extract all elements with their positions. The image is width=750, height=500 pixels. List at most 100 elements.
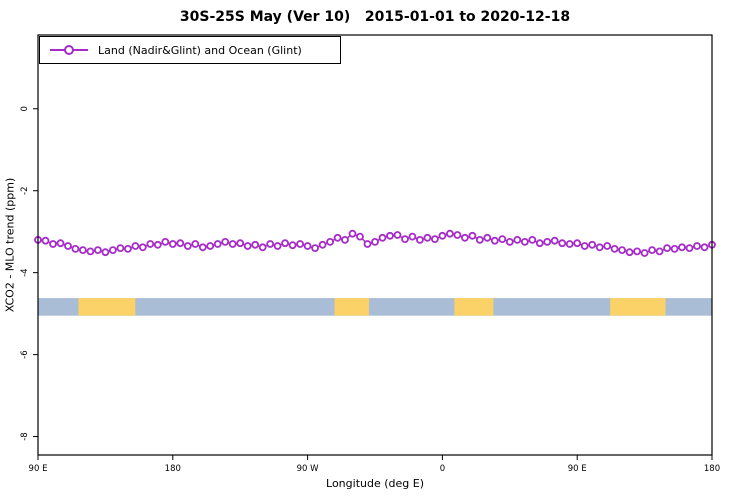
data-point-marker <box>445 229 454 238</box>
y-tick-label: 0 <box>20 106 30 111</box>
data-point-marker <box>670 244 679 253</box>
data-point-marker <box>483 233 492 242</box>
data-point-marker <box>685 244 694 253</box>
data-point-marker <box>565 240 574 248</box>
data-point-marker <box>550 236 559 245</box>
data-point-marker <box>101 248 110 257</box>
data-point-marker <box>183 242 192 250</box>
data-point-marker <box>124 244 132 253</box>
data-point-marker <box>423 233 432 242</box>
ocean-band <box>38 298 712 316</box>
plot-border <box>37 34 713 456</box>
land-band-segment <box>334 298 370 316</box>
data-point-marker <box>281 239 290 248</box>
data-point-marker <box>213 240 222 248</box>
data-point-marker <box>618 246 626 255</box>
data-point-marker <box>588 240 597 249</box>
data-point-marker <box>700 243 709 252</box>
data-point-marker <box>311 244 320 253</box>
data-point-marker <box>505 237 514 246</box>
data-point-marker <box>176 239 185 248</box>
y-tick-label: -4 <box>20 268 30 276</box>
data-point-marker <box>86 247 95 256</box>
data-point-marker <box>693 242 701 250</box>
data-point-marker <box>535 239 544 248</box>
data-point-marker <box>543 237 552 246</box>
data-point-marker <box>580 242 589 250</box>
data-point-marker <box>378 233 387 242</box>
data-point-marker <box>236 239 245 248</box>
data-point-marker <box>41 236 50 245</box>
data-point-marker <box>138 243 147 252</box>
data-point-marker <box>273 242 282 250</box>
y-tick-label: -6 <box>20 350 30 358</box>
land-band-segment <box>454 298 494 316</box>
chart-title: 30S-25S May (Ver 10) 2015-01-01 to 2020-… <box>179 9 571 25</box>
data-point-marker <box>243 242 252 250</box>
data-point-marker <box>109 246 117 255</box>
data-point-marker <box>168 240 177 248</box>
x-tick-label: 180 <box>704 464 720 474</box>
y-tick-label: -2 <box>20 186 30 194</box>
data-point-marker <box>430 235 439 244</box>
legend: Land (Nadir&Glint) and Ocean (Glint) <box>39 36 341 64</box>
x-tick-label: 90 E <box>29 464 48 474</box>
data-point-marker <box>633 247 641 256</box>
data-point-marker <box>71 244 80 253</box>
data-point-marker <box>94 246 102 255</box>
data-point-marker <box>161 237 170 246</box>
data-point-marker <box>573 239 582 248</box>
data-point-marker <box>415 235 424 244</box>
data-point-marker <box>356 232 364 241</box>
data-point-marker <box>595 243 604 252</box>
data-point-marker <box>228 240 237 248</box>
data-point-marker <box>363 240 372 248</box>
data-point-marker <box>348 229 357 238</box>
data-point-marker <box>655 247 664 256</box>
data-point-marker <box>296 240 305 248</box>
data-point-marker <box>528 235 537 244</box>
data-point-marker <box>386 231 394 240</box>
x-tick-label: 0 <box>440 464 445 474</box>
data-point-marker <box>341 235 349 244</box>
data-point-marker <box>266 240 275 248</box>
data-point-marker <box>401 235 409 244</box>
data-point-marker <box>453 231 462 239</box>
data-point-marker <box>558 239 567 248</box>
data-point-marker <box>498 235 507 244</box>
data-point-marker <box>393 231 402 239</box>
data-point-marker <box>116 244 125 253</box>
data-point-marker <box>678 243 686 252</box>
data-point-marker <box>198 243 207 252</box>
x-axis-label: Longitude (deg E) <box>326 477 424 490</box>
data-point-marker <box>468 231 477 240</box>
data-point-marker <box>603 242 612 250</box>
data-point-marker <box>56 239 65 248</box>
data-point-marker <box>258 243 267 252</box>
data-point-marker <box>490 236 499 245</box>
data-point-marker <box>318 240 327 249</box>
data-point-marker <box>460 233 469 242</box>
data-point-marker <box>475 235 484 244</box>
data-point-marker <box>131 242 140 250</box>
data-point-marker <box>610 244 619 253</box>
land-band-segment <box>610 298 666 316</box>
legend-label: Land (Nadir&Glint) and Ocean (Glint) <box>98 43 302 57</box>
y-tick-label: -8 <box>20 432 30 440</box>
data-point-marker <box>333 233 342 242</box>
land-band-segment <box>78 298 136 316</box>
data-point-marker <box>520 237 529 246</box>
data-point-marker <box>663 244 671 253</box>
data-point-marker <box>408 232 417 241</box>
data-point-marker <box>371 237 379 246</box>
data-point-marker <box>251 240 260 249</box>
data-point-marker <box>64 242 72 250</box>
data-point-marker <box>49 240 57 248</box>
data-point-marker <box>326 237 335 246</box>
data-point-marker <box>153 240 162 249</box>
data-point-marker <box>206 242 215 250</box>
data-point-marker <box>625 248 634 257</box>
data-point-marker <box>146 240 155 248</box>
